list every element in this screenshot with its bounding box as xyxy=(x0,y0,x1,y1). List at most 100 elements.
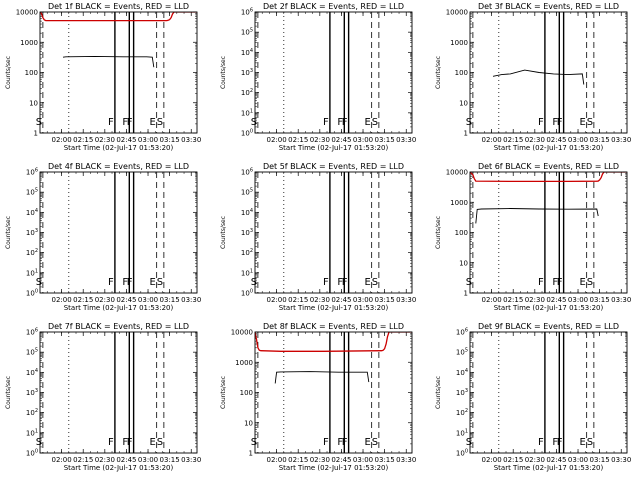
x-tick-label: 02:45 xyxy=(331,296,351,304)
panel-title: Det 9f BLACK = Events, RED = LLD xyxy=(478,322,619,331)
panel-det-6: Det 6f BLACK = Events, RED = LLD 1 10 100 10… xyxy=(435,162,631,312)
y-tick-label: 105 xyxy=(241,28,253,37)
marker-label: F xyxy=(557,117,563,128)
y-tick-label: 105 xyxy=(456,348,468,357)
plot-frame xyxy=(469,11,628,134)
y-tick-label: 1000 xyxy=(450,199,468,207)
marker-label: S xyxy=(36,117,42,128)
y-tick-label: 105 xyxy=(26,188,38,197)
y-axis-label: Counts/sec xyxy=(5,376,12,409)
y-tick-label: 100 xyxy=(240,389,253,397)
y-tick-label: 105 xyxy=(26,348,38,357)
marker-label: F xyxy=(127,117,133,128)
x-axis-label: Start Time (02-Jul-17 01:53:20) xyxy=(279,304,389,312)
x-tick-label: 02:15 xyxy=(503,296,523,304)
x-tick-label: 02:15 xyxy=(288,296,308,304)
marker-label: E xyxy=(580,437,586,448)
x-axis-label: Start Time (02-Jul-17 01:53:20) xyxy=(279,464,389,472)
marker-label: E xyxy=(150,277,156,288)
marker-label: S xyxy=(372,437,378,448)
y-tick-label: 101 xyxy=(26,268,38,277)
x-axis-label: Start Time (02-Jul-17 01:53:20) xyxy=(64,304,174,312)
x-tick-label: 02:45 xyxy=(116,456,136,464)
x-tick-label: 02:00 xyxy=(52,296,72,304)
plot-frame xyxy=(469,331,628,454)
y-tick-label: 10000 xyxy=(446,9,468,17)
marker-label: S xyxy=(36,277,42,288)
x-tick-label: 03:00 xyxy=(353,296,373,304)
x-tick-label: 03:30 xyxy=(181,456,201,464)
x-tick-label: 03:00 xyxy=(568,136,588,144)
x-tick-label: 02:00 xyxy=(482,296,502,304)
y-tick-label: 104 xyxy=(26,368,38,377)
marker-label: S xyxy=(251,117,257,128)
series-lld-line xyxy=(40,12,197,22)
x-tick-label: 03:00 xyxy=(353,136,373,144)
x-tick-label: 03:00 xyxy=(138,296,158,304)
plot-frame xyxy=(254,11,413,134)
marker-label: F xyxy=(342,437,348,448)
x-tick-label: 02:30 xyxy=(95,296,115,304)
series-events-line xyxy=(62,55,155,68)
y-tick-label: 102 xyxy=(456,408,468,417)
x-tick-label: 03:00 xyxy=(138,456,158,464)
x-tick-label: 02:30 xyxy=(310,136,330,144)
panel-det-3: Det 3f BLACK = Events, RED = LLD 1 10 100 10… xyxy=(435,2,631,152)
x-tick-label: 02:30 xyxy=(525,296,545,304)
y-axis-label: Counts/sec xyxy=(435,56,442,89)
x-tick-label: 02:45 xyxy=(116,136,136,144)
marker-label: F xyxy=(538,117,544,128)
marker-label: E xyxy=(365,277,371,288)
x-tick-label: 03:15 xyxy=(160,456,180,464)
panel-title: Det 3f BLACK = Events, RED = LLD xyxy=(478,2,619,11)
x-tick-label: 02:30 xyxy=(95,456,115,464)
x-tick-label: 03:30 xyxy=(396,456,416,464)
marker-label: S xyxy=(157,117,163,128)
x-tick-label: 03:15 xyxy=(375,136,395,144)
marker-label: F xyxy=(342,117,348,128)
y-tick-label: 101 xyxy=(241,268,253,277)
x-tick-label: 03:15 xyxy=(590,456,610,464)
y-axis-label: Counts/sec xyxy=(220,56,227,89)
marker-label: S xyxy=(372,277,378,288)
panel-det-1: Det 1f BLACK = Events, RED = LLD 1 10 100 10… xyxy=(5,2,201,152)
y-tick-label: 10 xyxy=(459,99,468,107)
y-axis-label: Counts/sec xyxy=(220,376,227,409)
panel-title: Det 5f BLACK = Events, RED = LLD xyxy=(263,162,404,171)
y-tick-label: 100 xyxy=(455,229,468,237)
y-tick-label: 103 xyxy=(241,228,253,237)
x-axis-label: Start Time (02-Jul-17 01:53:20) xyxy=(279,144,389,152)
x-tick-label: 02:30 xyxy=(525,456,545,464)
marker-label: S xyxy=(372,117,378,128)
y-tick-label: 106 xyxy=(26,328,38,337)
marker-label: F xyxy=(552,277,558,288)
x-axis-label: Start Time (02-Jul-17 01:53:20) xyxy=(64,144,174,152)
marker-label: E xyxy=(365,117,371,128)
marker-label: F xyxy=(323,277,329,288)
marker-label: S xyxy=(587,277,593,288)
x-tick-label: 02:00 xyxy=(52,456,72,464)
marker-label: F xyxy=(323,117,329,128)
marker-label: F xyxy=(538,437,544,448)
panel-title: Det 6f BLACK = Events, RED = LLD xyxy=(478,162,619,171)
marker-label: S xyxy=(466,277,472,288)
marker-label: F xyxy=(337,117,343,128)
x-tick-label: 03:30 xyxy=(396,136,416,144)
series-events-line xyxy=(475,208,599,224)
x-axis-label: Start Time (02-Jul-17 01:53:20) xyxy=(64,464,174,472)
marker-label: S xyxy=(157,277,163,288)
x-tick-label: 03:00 xyxy=(138,136,158,144)
series-lld-line xyxy=(255,332,412,352)
y-tick-label: 100 xyxy=(456,449,468,458)
x-tick-label: 03:15 xyxy=(375,456,395,464)
y-tick-label: 101 xyxy=(456,428,468,437)
marker-label: F xyxy=(557,437,563,448)
marker-label: S xyxy=(466,437,472,448)
marker-label: F xyxy=(538,277,544,288)
panel-title: Det 7f BLACK = Events, RED = LLD xyxy=(48,322,189,331)
y-tick-label: 10000 xyxy=(446,169,468,177)
x-axis-label: Start Time (02-Jul-17 01:53:20) xyxy=(494,304,604,312)
marker-label: F xyxy=(552,117,558,128)
y-tick-label: 103 xyxy=(241,68,253,77)
marker-label: E xyxy=(365,437,371,448)
